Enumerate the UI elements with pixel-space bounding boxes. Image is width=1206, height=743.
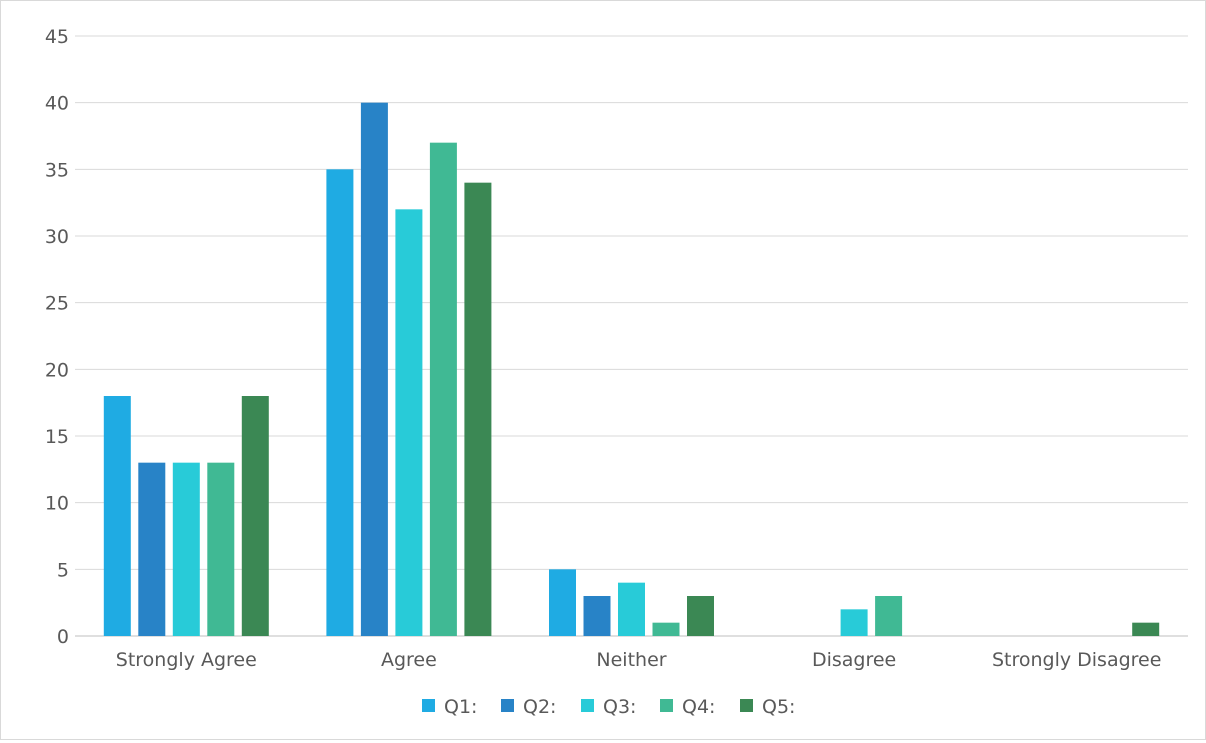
y-tick-label: 10: [45, 493, 69, 515]
legend-label: Q3:: [603, 696, 636, 718]
bar-q1-neither: [549, 569, 576, 636]
y-tick-label: 0: [57, 626, 69, 648]
bar-q2-agree: [360, 102, 388, 636]
bar-q5-neither: [687, 596, 714, 636]
bar-q5-strongly-disagree: [1132, 622, 1160, 636]
x-category-label: Strongly Agree: [116, 649, 257, 671]
legend-swatch: [422, 699, 435, 712]
legend-label: Q5:: [762, 696, 795, 718]
bar-q2-neither: [583, 596, 611, 636]
legend-label: Q1:: [444, 696, 477, 718]
y-tick-label: 45: [45, 26, 69, 48]
bars: [103, 102, 1160, 637]
bar-q3-neither: [618, 582, 645, 636]
legend-swatch: [740, 699, 753, 712]
bar-q3-strongly-agree: [172, 462, 200, 636]
bar-q5-strongly-agree: [241, 396, 269, 636]
x-category-label: Neither: [596, 649, 666, 671]
x-axis-category-labels: Strongly Agree Agree Neither Disagree Strong…: [116, 649, 1162, 671]
legend-label: Q4:: [682, 696, 715, 718]
legend-swatch: [660, 699, 673, 712]
bar-q2-strongly-agree: [138, 462, 166, 636]
x-category-label: Agree: [381, 649, 437, 671]
y-tick-label: 40: [45, 93, 69, 115]
y-tick-label: 15: [45, 426, 69, 448]
bar-q4-disagree: [875, 596, 903, 636]
x-category-label: Disagree: [812, 649, 896, 671]
bar-q4-strongly-agree: [207, 462, 235, 636]
legend: Q1: Q2: Q3: Q4: Q5:: [422, 696, 795, 718]
y-tick-label: 35: [45, 159, 69, 181]
bar-q4-agree: [429, 142, 457, 636]
y-tick-label: 20: [45, 359, 69, 381]
legend-swatch: [581, 699, 594, 712]
y-tick-label: 25: [45, 293, 69, 315]
y-tick-label: 5: [57, 559, 69, 581]
bar-q1-strongly-agree: [103, 396, 131, 636]
y-tick-label: 30: [45, 226, 69, 248]
x-category-label: Strongly Disagree: [992, 649, 1161, 671]
legend-label: Q2:: [523, 696, 556, 718]
y-axis-tick-labels: 0 5 10 15 20 25 30 35 40 45: [45, 26, 69, 648]
legend-swatch: [501, 699, 514, 712]
bar-q5-agree: [464, 182, 492, 636]
bar-q1-agree: [326, 169, 354, 637]
bar-q3-agree: [395, 209, 423, 637]
bar-q3-disagree: [840, 609, 868, 636]
bar-q4-neither: [652, 622, 680, 636]
